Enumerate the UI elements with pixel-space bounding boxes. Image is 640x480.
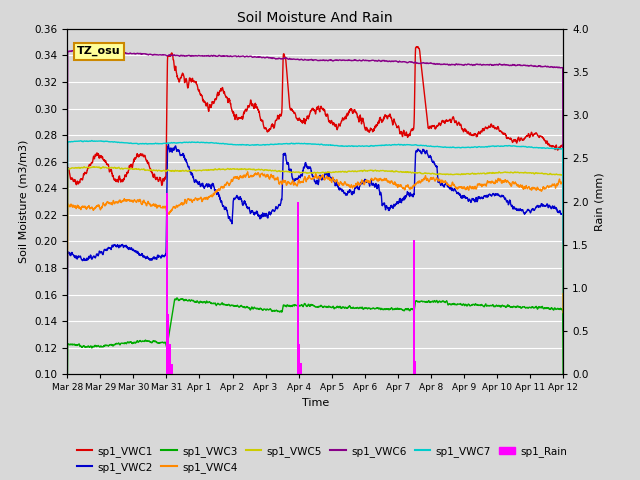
sp1_VWC1: [454, 121, 462, 127]
sp1_VWC1: [63, 300, 71, 306]
sp1_VWC1: [305, 116, 312, 122]
Line: sp1_VWC3: sp1_VWC3: [67, 298, 563, 409]
sp1_VWC7: [305, 141, 312, 147]
Legend: sp1_VWC1, sp1_VWC2, sp1_VWC3, sp1_VWC4, sp1_VWC5, sp1_VWC6, sp1_VWC7, sp1_Rain: sp1_VWC1, sp1_VWC2, sp1_VWC3, sp1_VWC4, …: [72, 442, 571, 477]
sp1_VWC5: [454, 171, 462, 177]
sp1_VWC1: [291, 111, 299, 117]
sp1_VWC2: [559, 327, 567, 333]
sp1_VWC7: [559, 289, 567, 295]
Bar: [414, 361, 416, 374]
sp1_VWC5: [305, 170, 312, 176]
X-axis label: Time: Time: [301, 398, 329, 408]
sp1_VWC7: [63, 285, 71, 291]
Bar: [413, 240, 415, 374]
sp1_VWC2: [454, 190, 462, 195]
sp1_VWC7: [545, 145, 553, 151]
Title: Soil Moisture And Rain: Soil Moisture And Rain: [237, 11, 393, 25]
sp1_VWC3: [292, 302, 300, 308]
sp1_VWC6: [559, 240, 567, 246]
sp1_VWC6: [305, 57, 312, 63]
sp1_VWC6: [89, 49, 97, 55]
sp1_VWC4: [305, 173, 312, 179]
Line: sp1_VWC4: sp1_VWC4: [67, 172, 563, 325]
sp1_VWC2: [89, 255, 97, 261]
Line: sp1_VWC6: sp1_VWC6: [67, 50, 563, 243]
sp1_VWC3: [89, 344, 97, 350]
Bar: [167, 314, 169, 374]
Line: sp1_VWC2: sp1_VWC2: [67, 144, 563, 354]
sp1_VWC1: [414, 44, 422, 49]
Bar: [298, 344, 300, 374]
sp1_VWC3: [559, 386, 567, 392]
sp1_VWC6: [68, 48, 76, 53]
sp1_VWC7: [545, 145, 553, 151]
Bar: [300, 363, 301, 374]
sp1_VWC2: [545, 203, 553, 208]
sp1_VWC1: [559, 287, 567, 292]
sp1_VWC1: [545, 141, 553, 147]
sp1_VWC5: [63, 301, 71, 307]
sp1_VWC6: [292, 57, 300, 62]
sp1_VWC2: [292, 177, 300, 182]
sp1_VWC3: [63, 406, 71, 412]
sp1_VWC3: [454, 301, 462, 307]
sp1_VWC3: [173, 295, 180, 301]
Line: sp1_VWC5: sp1_VWC5: [67, 167, 563, 308]
sp1_VWC4: [292, 181, 300, 187]
sp1_VWC2: [164, 142, 172, 147]
sp1_VWC4: [559, 310, 567, 315]
sp1_VWC5: [545, 171, 553, 177]
Bar: [172, 364, 173, 374]
sp1_VWC3: [545, 306, 553, 312]
Text: TZ_osu: TZ_osu: [77, 46, 121, 56]
sp1_VWC4: [244, 169, 252, 175]
sp1_VWC4: [89, 205, 97, 211]
sp1_VWC6: [545, 64, 553, 70]
sp1_VWC1: [545, 141, 553, 147]
sp1_VWC2: [305, 165, 312, 171]
Line: sp1_VWC1: sp1_VWC1: [67, 47, 563, 303]
Bar: [297, 202, 299, 374]
sp1_VWC5: [292, 169, 300, 175]
sp1_VWC5: [90, 164, 98, 169]
sp1_VWC5: [559, 305, 567, 311]
sp1_VWC3: [305, 301, 312, 307]
sp1_VWC2: [63, 351, 71, 357]
sp1_VWC5: [89, 164, 97, 170]
sp1_VWC3: [545, 306, 553, 312]
sp1_VWC1: [89, 159, 97, 165]
sp1_VWC4: [545, 184, 553, 190]
Y-axis label: Rain (mm): Rain (mm): [595, 172, 604, 231]
sp1_VWC2: [545, 203, 553, 209]
sp1_VWC4: [63, 323, 71, 328]
sp1_VWC7: [454, 144, 462, 150]
sp1_VWC6: [63, 231, 71, 237]
Bar: [170, 344, 172, 374]
sp1_VWC5: [545, 171, 553, 177]
sp1_VWC4: [545, 184, 553, 190]
sp1_VWC6: [454, 61, 462, 67]
sp1_VWC7: [292, 141, 300, 146]
sp1_VWC7: [89, 138, 97, 144]
Line: sp1_VWC7: sp1_VWC7: [67, 141, 563, 292]
sp1_VWC6: [545, 64, 553, 70]
sp1_VWC4: [454, 185, 462, 191]
Y-axis label: Soil Moisture (m3/m3): Soil Moisture (m3/m3): [19, 140, 29, 264]
Bar: [166, 193, 168, 374]
sp1_VWC7: [88, 138, 95, 144]
